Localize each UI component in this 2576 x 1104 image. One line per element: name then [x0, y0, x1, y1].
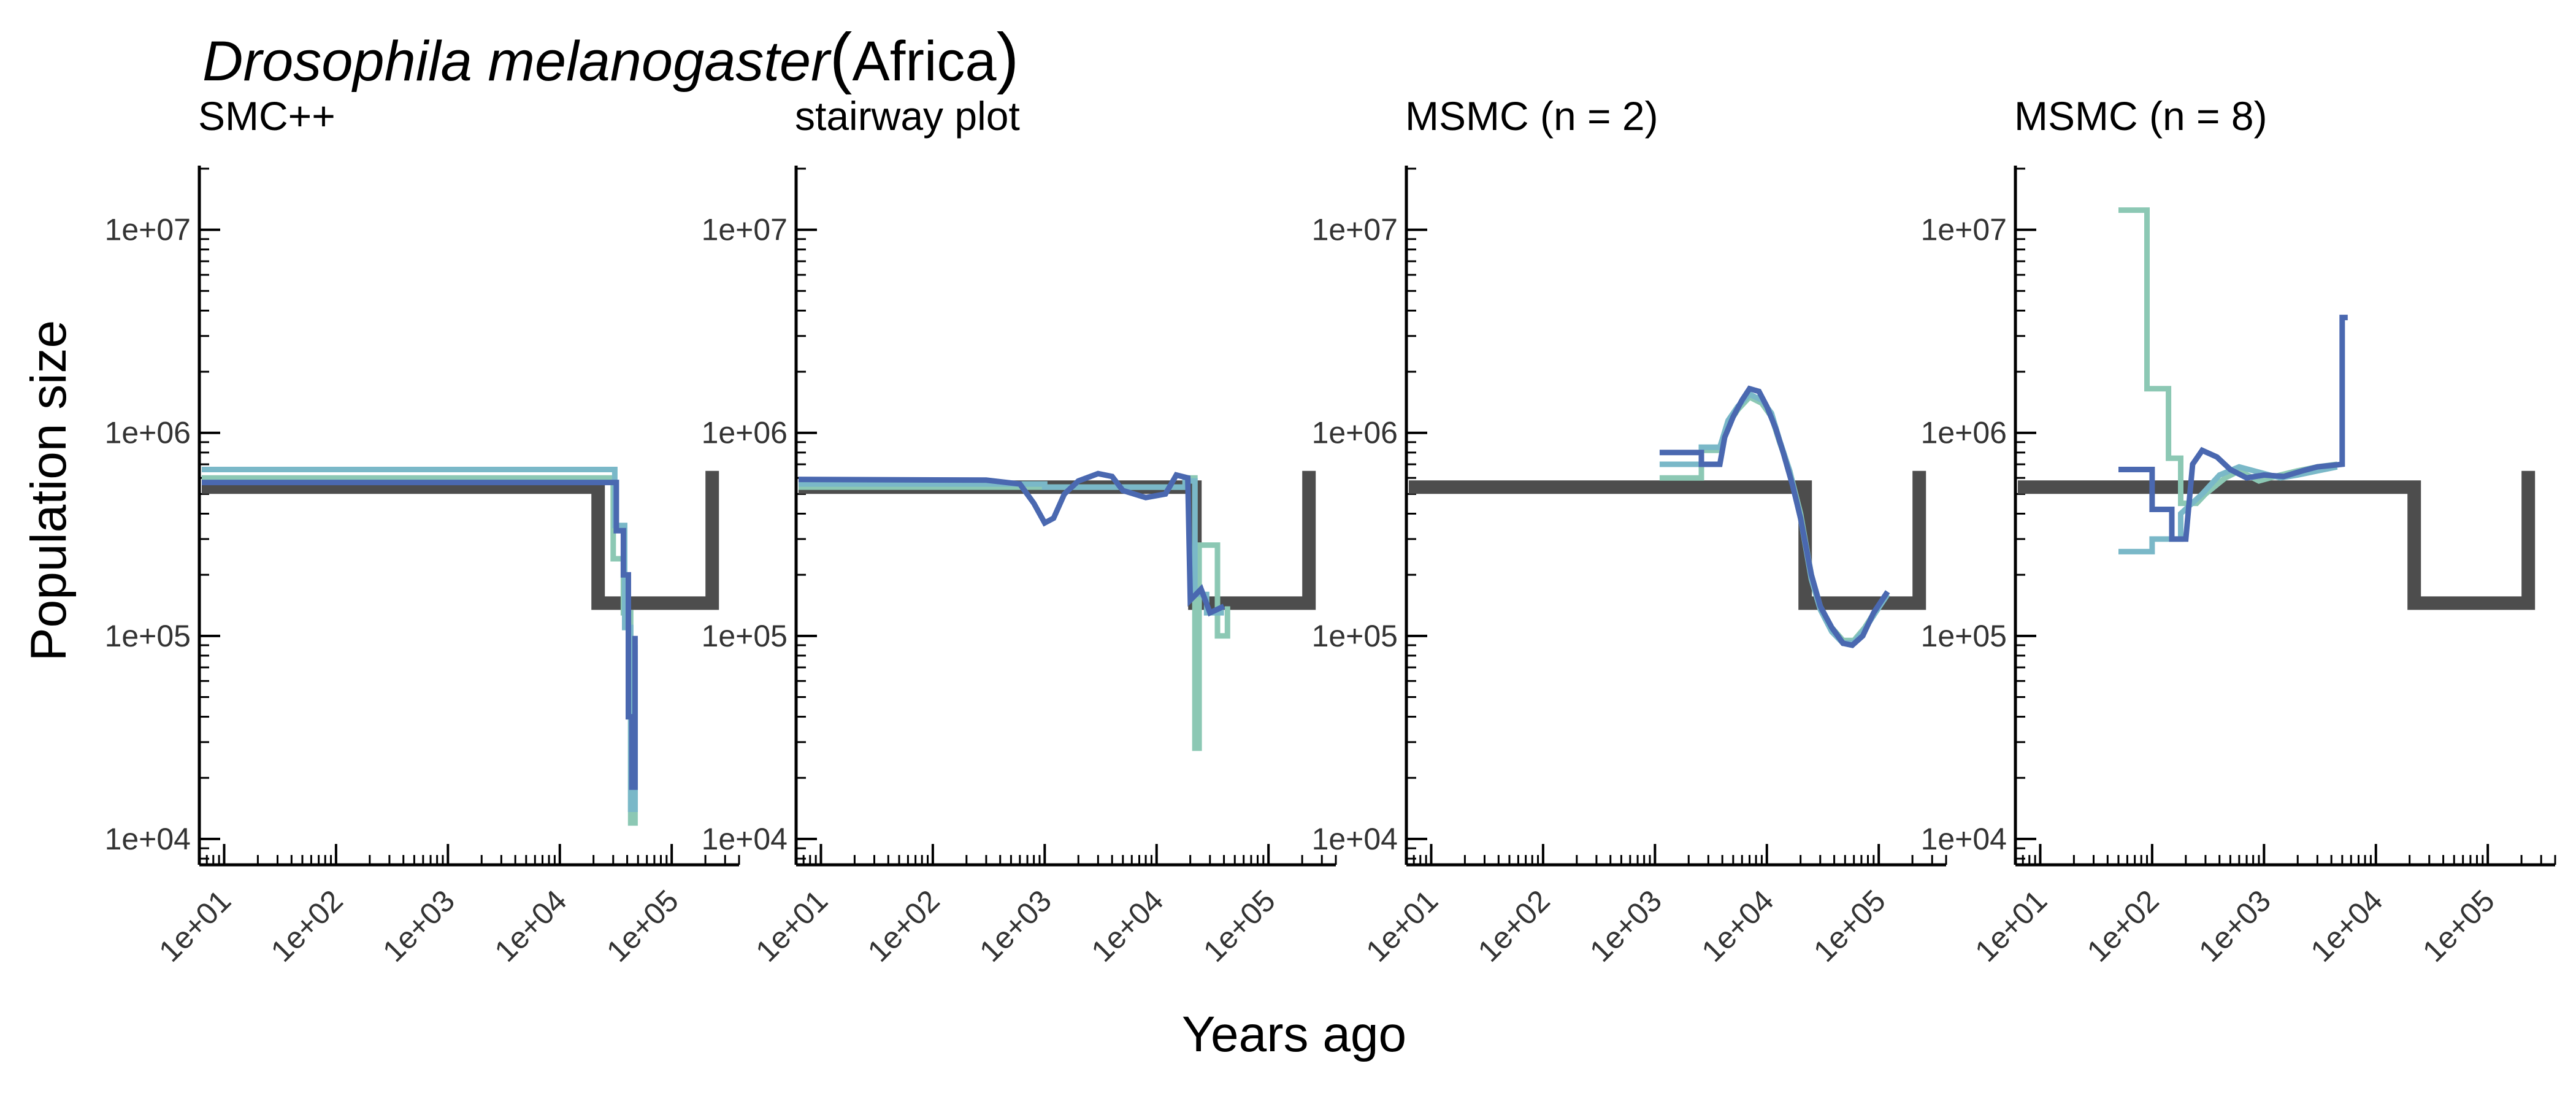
panel-3: MSMC (n = 2) 1e+04 1e+05 1e+06 1e+07 1e+01 1e+…	[1312, 93, 1947, 968]
x-tick-label: 1e+03	[973, 883, 1058, 968]
x-tick-label: 1e+03	[1583, 883, 1668, 968]
y-tick-label: 1e+07	[105, 213, 191, 247]
panel-2: stairway plot 1e+04 1e+05 1e+06 1e+07 1e+01 1e…	[702, 93, 1337, 968]
y-tick-label: 1e+05	[105, 619, 191, 653]
x-tick-label: 1e+04	[1085, 883, 1170, 968]
panel-4: MSMC (n = 8) 1e+04 1e+05 1e+06 1e+07 1e+01 1e+…	[1921, 93, 2556, 968]
y-tick-label: 1e+04	[1312, 822, 1398, 856]
y-tick-label: 1e+07	[1921, 213, 2007, 247]
series-line-truth	[1409, 470, 1926, 610]
x-axis-label: Years ago	[1181, 1006, 1407, 1062]
series-line-3	[2118, 315, 2348, 542]
y-tick-label: 1e+05	[1312, 619, 1398, 653]
y-tick-label: 1e+07	[702, 213, 788, 247]
y-tick-label: 1e+06	[1921, 416, 2007, 450]
y-tick-label: 1e+05	[702, 619, 788, 653]
y-tick-label: 1e+04	[1921, 822, 2007, 856]
x-tick-label: 1e+05	[600, 883, 685, 968]
y-tick-label: 1e+07	[1312, 213, 1398, 247]
series-line-truth	[202, 470, 719, 610]
x-tick-label: 1e+02	[264, 883, 350, 968]
series-line-1	[202, 475, 638, 826]
title-species: Drosophila melanogaster	[202, 30, 830, 93]
y-tick-label: 1e+04	[702, 822, 788, 856]
x-tick-label: 1e+03	[2192, 883, 2277, 968]
panel-1: SMC++ 1e+04 1e+05 1e+06 1e+07 1e+01 1e+02 1e+03…	[105, 93, 740, 968]
y-tick-label: 1e+05	[1921, 619, 2007, 653]
y-tick-label: 1e+06	[1312, 416, 1398, 450]
panel-title: MSMC (n = 8)	[2014, 93, 2267, 139]
panel-title: SMC++	[198, 93, 335, 139]
series-line-3	[1659, 385, 1890, 648]
series-line-3	[799, 470, 1225, 617]
series-line-truth	[2018, 470, 2536, 610]
x-tick-label: 1e+02	[2080, 883, 2166, 968]
y-axis-label: Population size	[21, 320, 77, 662]
title-region: Africa	[852, 30, 997, 93]
x-tick-label: 1e+01	[1968, 883, 2053, 968]
x-tick-label: 1e+05	[2416, 883, 2501, 968]
series-line-3	[202, 480, 638, 790]
x-tick-label: 1e+04	[2304, 883, 2390, 968]
x-tick-label: 1e+01	[749, 883, 834, 968]
series-line-2	[202, 467, 638, 812]
x-tick-label: 1e+04	[488, 883, 573, 968]
x-tick-label: 1e+04	[1695, 883, 1781, 968]
y-tick-label: 1e+06	[105, 416, 191, 450]
x-tick-label: 1e+01	[152, 883, 237, 968]
series-line-1	[2118, 207, 2338, 507]
x-tick-label: 1e+03	[376, 883, 461, 968]
x-tick-label: 1e+05	[1197, 883, 1282, 968]
panel-title: stairway plot	[795, 93, 1020, 139]
y-tick-label: 1e+04	[105, 822, 191, 856]
y-tick-label: 1e+06	[702, 416, 788, 450]
panel-title: MSMC (n = 2)	[1405, 93, 1658, 139]
x-tick-label: 1e+05	[1807, 883, 1892, 968]
series-line-2	[799, 478, 1224, 616]
x-tick-label: 1e+02	[861, 883, 946, 968]
x-tick-label: 1e+01	[1359, 883, 1444, 968]
series-line-truth	[799, 470, 1316, 610]
figure-title: Drosophila melanogaster(Africa)	[202, 20, 1019, 95]
x-tick-label: 1e+02	[1471, 883, 1557, 968]
series-line-1	[799, 475, 1230, 751]
